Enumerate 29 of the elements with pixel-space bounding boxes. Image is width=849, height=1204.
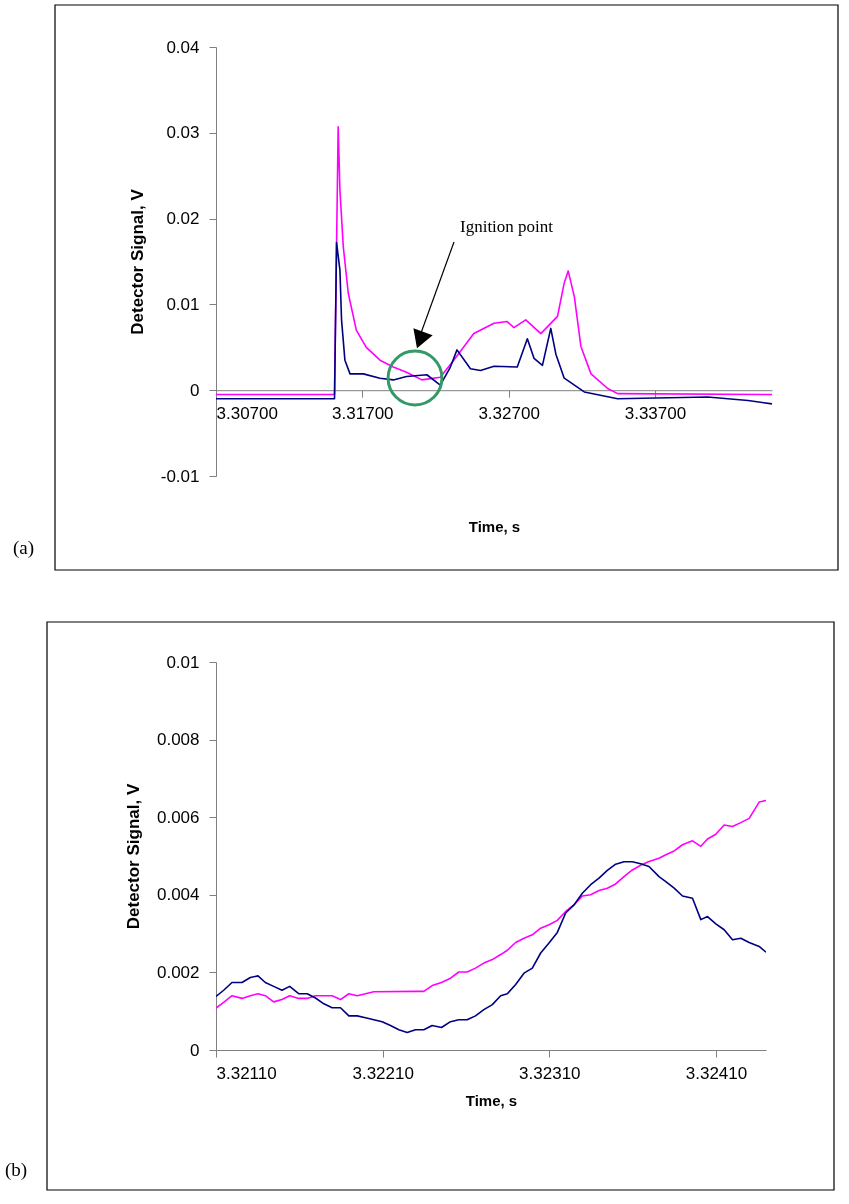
x-tick-label: 3.32110: [216, 1063, 277, 1083]
annotation: Ignition point: [460, 217, 554, 236]
line-series: [216, 799, 766, 1009]
y-axis-title: Detector Signal, V: [123, 783, 143, 930]
y-tick-label: 0.04: [166, 37, 200, 57]
y-tick-label: 0.006: [156, 807, 200, 827]
text: (a): [13, 537, 35, 559]
y-tick-label: 0.02: [166, 209, 200, 229]
x-tick-label: 3.30700: [216, 403, 278, 423]
y-tick-label: 0: [190, 380, 200, 400]
x-axis-title: Time, s: [465, 1091, 518, 1109]
x-axis-title: Time, s: [468, 517, 521, 535]
x-tick-label: 3.33700: [624, 403, 687, 423]
y-tick-label: 0.03: [166, 123, 200, 143]
y-tick-label: 0.01: [166, 652, 200, 672]
y-tick-label: 0.008: [156, 730, 200, 750]
text: (b): [5, 1159, 28, 1181]
y-axis-title: Detector Signal, V: [127, 188, 147, 335]
y-tick-label: 0: [190, 1040, 200, 1060]
line-series: [216, 861, 766, 1034]
x-tick-label: 3.32310: [519, 1063, 581, 1083]
x-tick-label: 3.31700: [332, 403, 394, 423]
x-tick-label: 3.32210: [352, 1063, 414, 1083]
y-tick-label: 0.004: [156, 885, 200, 905]
y-tick-label: 0.002: [156, 962, 200, 982]
x-tick-label: 3.32410: [685, 1063, 748, 1083]
y-tick-label: 0.01: [166, 294, 200, 314]
x-tick-label: 3.32700: [478, 403, 540, 423]
y-tick-label: -0.01: [160, 466, 200, 486]
